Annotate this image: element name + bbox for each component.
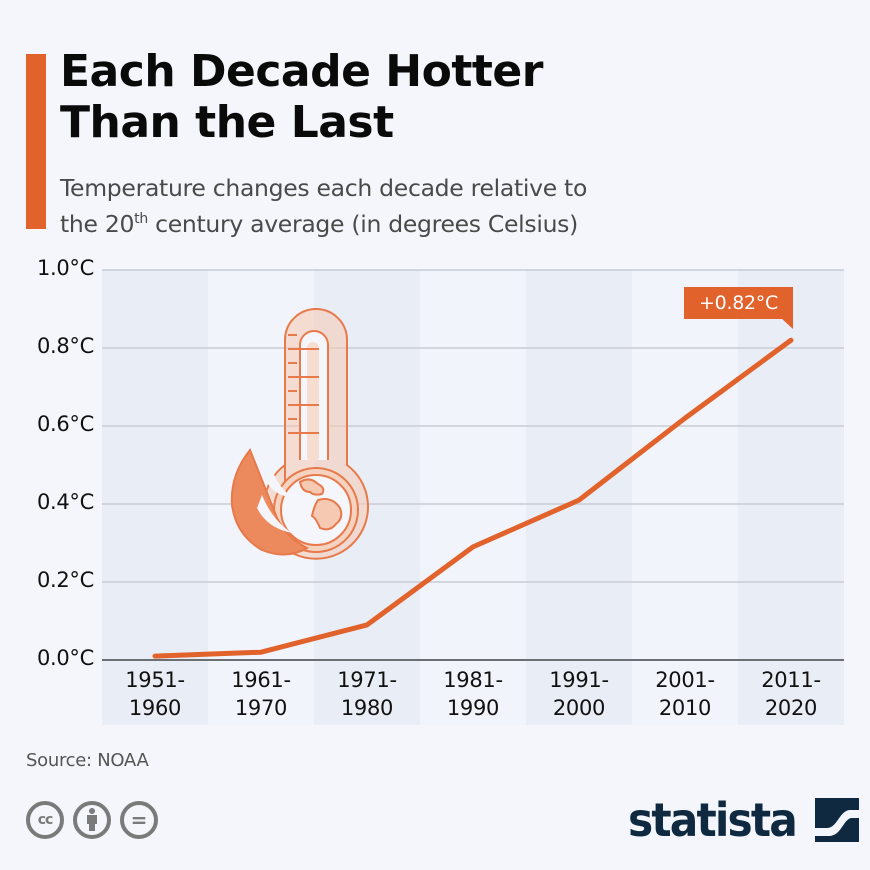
accent-bar <box>26 54 46 229</box>
subtitle-superscript: th <box>134 211 148 227</box>
subtitle-text: the 20 <box>60 210 135 238</box>
y-tick-label: 0.2°C <box>36 568 94 592</box>
thermometer-illustration-icon <box>230 308 369 560</box>
chart-canvas <box>102 269 844 725</box>
subtitle-line-1: Temperature changes each decade relative… <box>60 174 588 202</box>
cc-icon[interactable]: cc <box>26 801 64 839</box>
column-band <box>738 270 844 725</box>
line-chart: 0.0°C 0.2°C 0.4°C 0.6°C 0.8°C 1.0°C 1951- 1960… <box>36 256 844 725</box>
cc-text: cc <box>37 812 54 828</box>
x-tick-label: 1951- 1960 <box>125 668 185 720</box>
statista-logo[interactable]: statista <box>628 795 859 845</box>
license-icons: cc = <box>26 801 158 839</box>
y-tick-label: 0.6°C <box>36 412 94 436</box>
title-line-1: Each Decade Hotter <box>60 46 543 97</box>
x-tick-label: 2011- 2020 <box>761 668 821 720</box>
source-note: Source: NOAA <box>26 750 149 771</box>
statista-wordmark: statista <box>628 793 798 847</box>
column-bands <box>102 270 844 725</box>
attribution-icon[interactable] <box>73 801 111 839</box>
title-line-2: Than the Last <box>60 97 394 148</box>
y-tick-label: 0.4°C <box>36 490 94 514</box>
subtitle-text: century average (in degrees Celsius) <box>147 210 578 238</box>
subtitle-line-2: the 20th century average (in degrees Cel… <box>60 206 760 242</box>
value-annotation: +0.82°C <box>684 287 793 319</box>
column-band <box>102 270 208 725</box>
no-derivatives-icon[interactable]: = <box>120 801 158 839</box>
column-band <box>632 270 738 725</box>
person-icon <box>87 808 97 831</box>
series-line <box>152 337 794 659</box>
x-tick-label: 1991- 2000 <box>549 668 609 720</box>
x-tick-label: 2001- 2010 <box>655 668 715 720</box>
equals-text: = <box>130 808 148 832</box>
y-tick-label: 1.0°C <box>36 256 94 280</box>
y-tick-label: 0.0°C <box>36 646 94 670</box>
page-title: Each Decade Hotter Than the Last <box>60 46 760 148</box>
x-tick-label: 1971- 1980 <box>337 668 397 720</box>
subtitle: Temperature changes each decade relative… <box>60 170 760 242</box>
y-tick-label: 0.8°C <box>36 334 94 358</box>
gridlines <box>102 269 844 583</box>
x-tick-label: 1961- 1970 <box>231 668 291 720</box>
statista-logo-icon <box>814 798 859 842</box>
column-band <box>420 270 526 725</box>
x-tick-label: 1981- 1990 <box>443 668 503 720</box>
value-annotation-tail <box>781 318 793 329</box>
